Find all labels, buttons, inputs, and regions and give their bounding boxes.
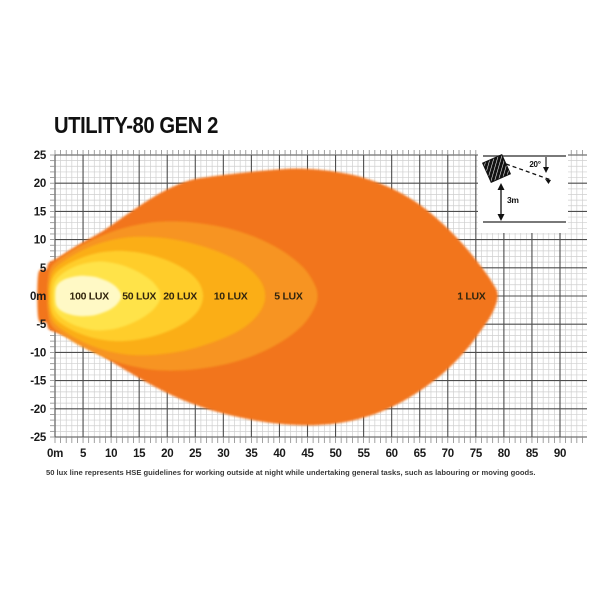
beam-zone-label-50lux: 50 LUX: [122, 291, 156, 303]
y-tick-label: 5: [40, 263, 47, 275]
y-tick-label: -20: [30, 404, 46, 416]
x-tick-label: 35: [245, 448, 258, 460]
x-tick-label: 60: [386, 448, 398, 460]
x-tick-label: 45: [301, 448, 314, 460]
page-title: UTILITY-80 GEN 2: [54, 112, 218, 138]
x-tick-label: 30: [217, 448, 229, 460]
height-arrow-bottom-icon: [497, 214, 505, 221]
height-label: 3m: [507, 195, 519, 205]
y-tick-label: -25: [30, 432, 47, 444]
y-tick-label: 20: [34, 178, 46, 190]
x-tick-label: 15: [133, 448, 146, 460]
height-arrow-top-icon: [497, 183, 505, 190]
y-tick-label: 10: [34, 235, 46, 247]
beam-angle-dashed-line: [505, 163, 552, 181]
beam-angle-arrowhead-icon: [545, 179, 551, 184]
x-tick-label: 10: [105, 448, 117, 460]
x-tick-label: 25: [189, 448, 202, 460]
x-tick-label: 80: [498, 448, 510, 460]
x-tick-label: 65: [414, 448, 427, 460]
y-tick-label: -10: [30, 347, 46, 359]
y-tick-label: -5: [36, 319, 47, 331]
beam-zone-100lux: [55, 275, 122, 317]
hse-footnote: 50 lux line represents HSE guidelines fo…: [46, 468, 536, 477]
y-tick-label: 25: [34, 150, 47, 162]
y-tick-label: 15: [34, 206, 47, 218]
x-tick-label: 70: [442, 448, 454, 460]
y-tick-label: -15: [30, 376, 47, 388]
x-tick-label: 5: [80, 448, 87, 460]
x-tick-label: 55: [358, 448, 371, 460]
angle-label: 20°: [529, 160, 540, 169]
x-tick-label: 50: [329, 448, 341, 460]
angle-arrowhead-icon: [543, 167, 549, 173]
beam-zone-label-100lux: 100 LUX: [70, 291, 110, 303]
beam-zone-label-1lux: 1 LUX: [457, 291, 486, 303]
x-tick-label: 90: [554, 448, 566, 460]
x-tick-label: 75: [470, 448, 483, 460]
x-tick-label: 0m: [47, 448, 63, 460]
x-tick-label: 40: [273, 448, 285, 460]
x-tick-label: 20: [161, 448, 173, 460]
beam-zone-label-5lux: 5 LUX: [274, 291, 303, 303]
x-tick-label: 85: [526, 448, 539, 460]
beam-zone-label-10lux: 10 LUX: [214, 291, 248, 303]
beam-zone-label-20lux: 20 LUX: [163, 291, 197, 303]
y-tick-label: 0m: [30, 291, 46, 303]
